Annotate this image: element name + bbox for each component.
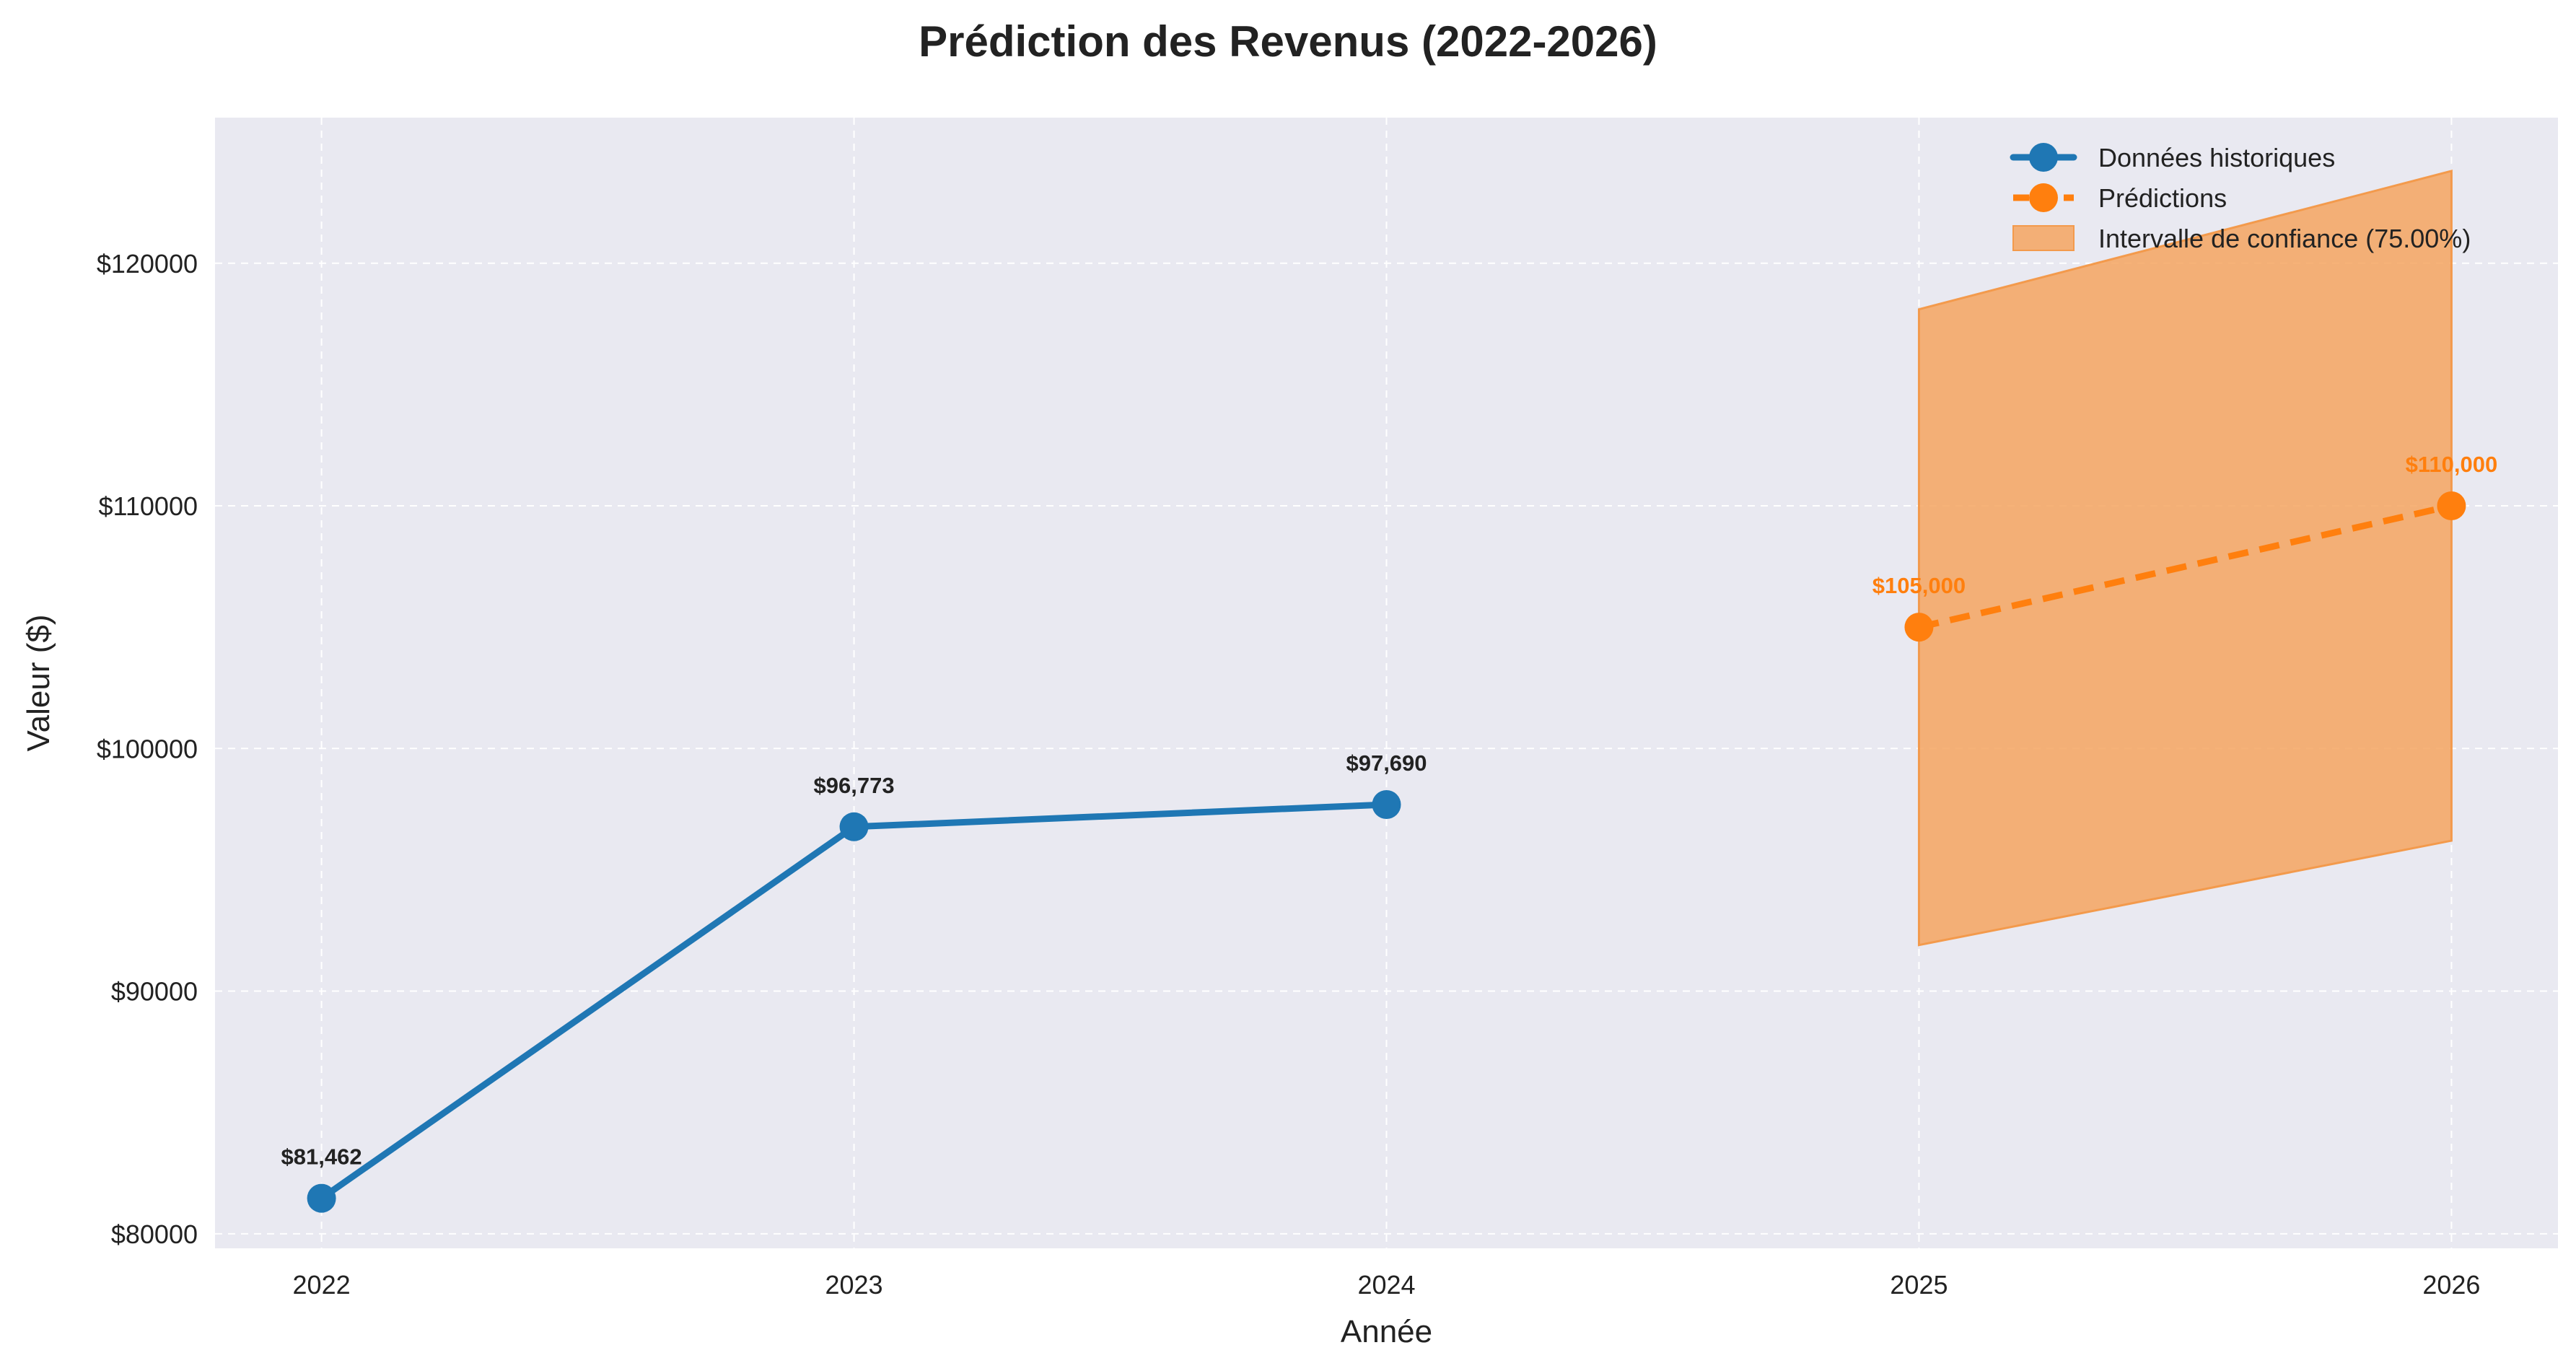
prediction-point <box>1904 613 1934 642</box>
y-tick-label: $80000 <box>111 1219 198 1249</box>
legend-label: Données historiques <box>2098 143 2335 172</box>
legend-label: Intervalle de confiance (75.00%) <box>2098 224 2471 253</box>
historical-point <box>307 1183 336 1213</box>
series-layer <box>307 491 2466 1213</box>
y-tick-label: $110000 <box>99 491 198 521</box>
tick-label-layer: 2022 2023 2024 2025 2026 $80000 $90000 $100000 $… <box>97 249 2481 1300</box>
historical-data-label: $81,462 <box>281 1144 362 1170</box>
y-tick-label: $120000 <box>97 249 198 279</box>
x-tick-label: 2024 <box>1357 1270 1415 1300</box>
historical-point <box>1372 789 1401 819</box>
historical-point <box>839 812 869 841</box>
legend: Données historiques Prédictions Intervalle… <box>2010 143 2471 253</box>
legend-historical-marker <box>2029 143 2058 172</box>
prediction-data-label: $105,000 <box>1872 573 1966 598</box>
legend-prediction-marker <box>2029 183 2058 212</box>
y-tick-label: $100000 <box>97 734 198 763</box>
data-label-layer: $81,462 $96,773 $97,690 $105,000 $110,000 <box>281 452 2498 1170</box>
legend-label: Prédictions <box>2098 183 2227 213</box>
y-axis-title: Valeur ($) <box>21 615 56 752</box>
historical-data-label: $97,690 <box>1346 750 1427 776</box>
prediction-data-label: $110,000 <box>2406 452 2498 477</box>
x-tick-label: 2022 <box>293 1270 351 1300</box>
confidence-interval-area <box>1917 170 2453 947</box>
y-tick-label: $90000 <box>111 977 198 1007</box>
historical-data-label: $96,773 <box>814 773 895 798</box>
prediction-series-line <box>1918 502 2453 631</box>
chart-title: Prédiction des Revenus (2022-2026) <box>919 17 1657 66</box>
prediction-point <box>2437 491 2466 521</box>
x-axis-title: Année <box>1341 1314 1432 1349</box>
x-tick-label: 2025 <box>1890 1270 1948 1300</box>
x-tick-label: 2026 <box>2422 1270 2480 1300</box>
x-tick-label: 2023 <box>825 1270 882 1300</box>
confidence-interval-layer <box>1917 170 2453 947</box>
legend-confidence-swatch <box>2012 225 2075 251</box>
